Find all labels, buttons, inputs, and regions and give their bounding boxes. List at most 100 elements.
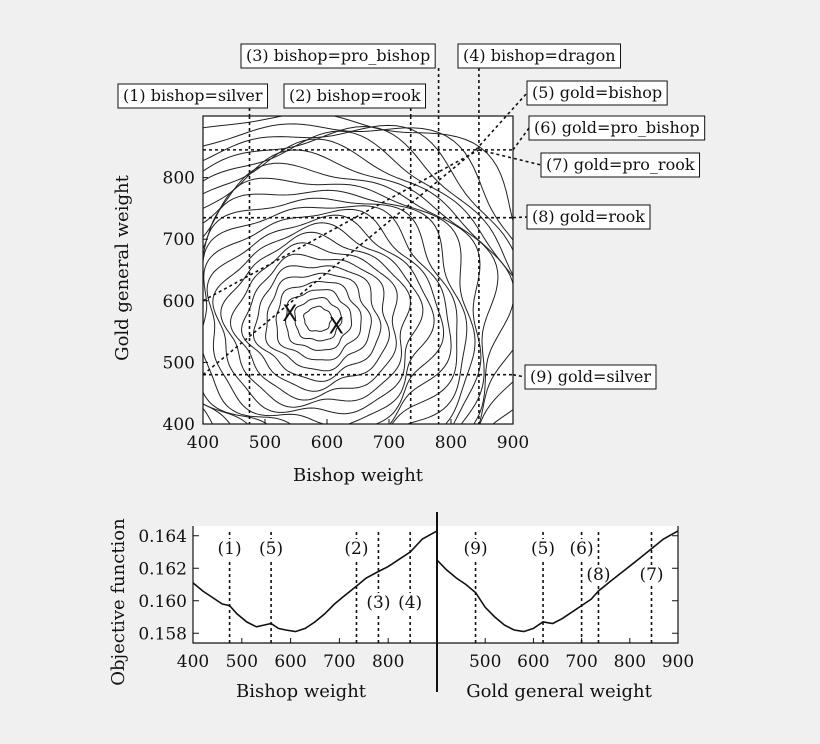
marker-label: (2)	[344, 539, 368, 559]
x-tick-label: 500	[226, 652, 258, 672]
contour-line	[203, 208, 445, 424]
contour-line	[203, 205, 452, 424]
objective-plot-area	[192, 526, 679, 644]
callout-box	[117, 83, 269, 109]
marker-label-background	[462, 539, 489, 559]
marker-label: (4)	[398, 593, 422, 613]
contour-line	[303, 305, 333, 332]
marker-label: (8)	[586, 565, 610, 585]
contour-plot-area	[202, 115, 514, 425]
callout-text: (8) gold=rook	[532, 207, 645, 226]
y-tick-label: 400	[163, 415, 195, 435]
contour-line	[229, 242, 398, 401]
callout-leader	[478, 149, 542, 166]
x-tick-label: 800	[372, 652, 404, 672]
contour-lines	[203, 116, 513, 424]
callout-box	[457, 43, 622, 69]
callout-box	[526, 204, 651, 230]
contour-line	[203, 177, 476, 424]
contour-line	[253, 265, 382, 382]
x-tick-label: 600	[517, 652, 549, 672]
contour-line	[203, 130, 513, 424]
callout-text: (2) bishop=rook	[289, 86, 421, 105]
marker-label: (3)	[366, 593, 390, 613]
marker-label: (5)	[531, 539, 555, 559]
x-tick-label: 400	[187, 433, 219, 453]
objective-right-x-axis-label: Gold general weight	[466, 681, 652, 702]
marker-label-background	[343, 539, 370, 559]
callout-text: (5) gold=bishop	[532, 83, 662, 102]
y-tick-label: 700	[163, 230, 195, 250]
minimum-marker: X	[329, 314, 344, 339]
y-tick-label: 0.158	[138, 624, 187, 644]
marker-label: (9)	[464, 539, 488, 559]
callout-box	[240, 43, 436, 69]
contour-line	[203, 138, 513, 424]
x-tick-label: 500	[469, 652, 501, 672]
reference-lines	[202, 116, 513, 424]
contour-line	[220, 231, 411, 408]
y-tick-label: 800	[163, 169, 195, 189]
callout-box	[283, 83, 427, 109]
objective-panel: 0.158 0.160 0.162 0.164 400 500 600 700 800 (1) (5…	[108, 512, 694, 702]
marker-label-background	[638, 565, 665, 585]
contour-line	[294, 297, 343, 342]
callout-text: (6) gold=pro_bishop	[534, 118, 700, 137]
callout-text: (4) bishop=dragon	[463, 46, 616, 65]
x-tick-label: 900	[497, 433, 529, 453]
line-callout: (6) gold=pro_bishop	[528, 115, 706, 141]
marker-label-background	[585, 565, 612, 585]
marker-label: (7)	[639, 565, 663, 585]
objective-marks: 0.158 0.160 0.162 0.164 400 500 600 700 800 (1) (5…	[138, 527, 694, 672]
marker-label-background	[397, 593, 424, 613]
callout-box	[524, 364, 657, 390]
y-tick-label: 0.162	[138, 559, 187, 579]
contour-line	[284, 289, 353, 351]
callout-leader	[512, 373, 526, 378]
callout-leader	[512, 216, 528, 219]
callout-box	[526, 80, 668, 106]
y-tick-label: 0.164	[138, 527, 187, 547]
line-callout: (1) bishop=silver	[117, 83, 269, 109]
callout-leader	[512, 127, 530, 151]
line-callout: (9) gold=silver	[524, 364, 657, 390]
objective-curve	[192, 530, 438, 633]
contour-line	[212, 222, 424, 415]
x-tick-label: 800	[614, 652, 646, 672]
callout-leader	[475, 92, 528, 151]
callout-text: (9) gold=silver	[530, 367, 651, 386]
callout-box	[528, 115, 706, 141]
marker-label-background	[365, 593, 392, 613]
contour-line	[203, 125, 513, 424]
callout-text: (1) bishop=silver	[123, 86, 263, 105]
minimum-marker: X	[282, 302, 297, 327]
objective-curve	[436, 530, 679, 633]
x-tick-label: 700	[373, 433, 405, 453]
y-tick-label: 500	[163, 353, 195, 373]
callout-text: (3) bishop=pro_bishop	[246, 46, 430, 65]
contour-line	[206, 214, 435, 424]
contour-line	[203, 124, 513, 424]
line-callout: (3) bishop=pro_bishop	[240, 43, 436, 69]
x-tick-label: 600	[311, 433, 343, 453]
x-tick-label: 900	[662, 652, 694, 672]
marker-label-background	[568, 539, 595, 559]
marker-label: (6)	[570, 539, 594, 559]
x-tick-label: 700	[565, 652, 597, 672]
line-callout: (2) bishop=rook	[283, 83, 427, 109]
line-callout: (7) gold=pro_rook	[540, 152, 701, 178]
x-tick-label: 600	[274, 652, 306, 672]
contour-y-axis-label: Gold general weight	[112, 174, 133, 360]
contour-axis-ticks: 400 500 600 700 800 900 400 500 600 700 800	[163, 169, 530, 453]
contour-line	[203, 123, 513, 241]
y-tick-label: 600	[163, 292, 195, 312]
contour-line	[241, 253, 390, 392]
contour-group	[203, 116, 513, 424]
marker-label-background	[216, 539, 243, 559]
callout-box	[540, 152, 701, 178]
x-tick-label: 500	[249, 433, 281, 453]
callout-text: (7) gold=pro_rook	[546, 155, 695, 174]
